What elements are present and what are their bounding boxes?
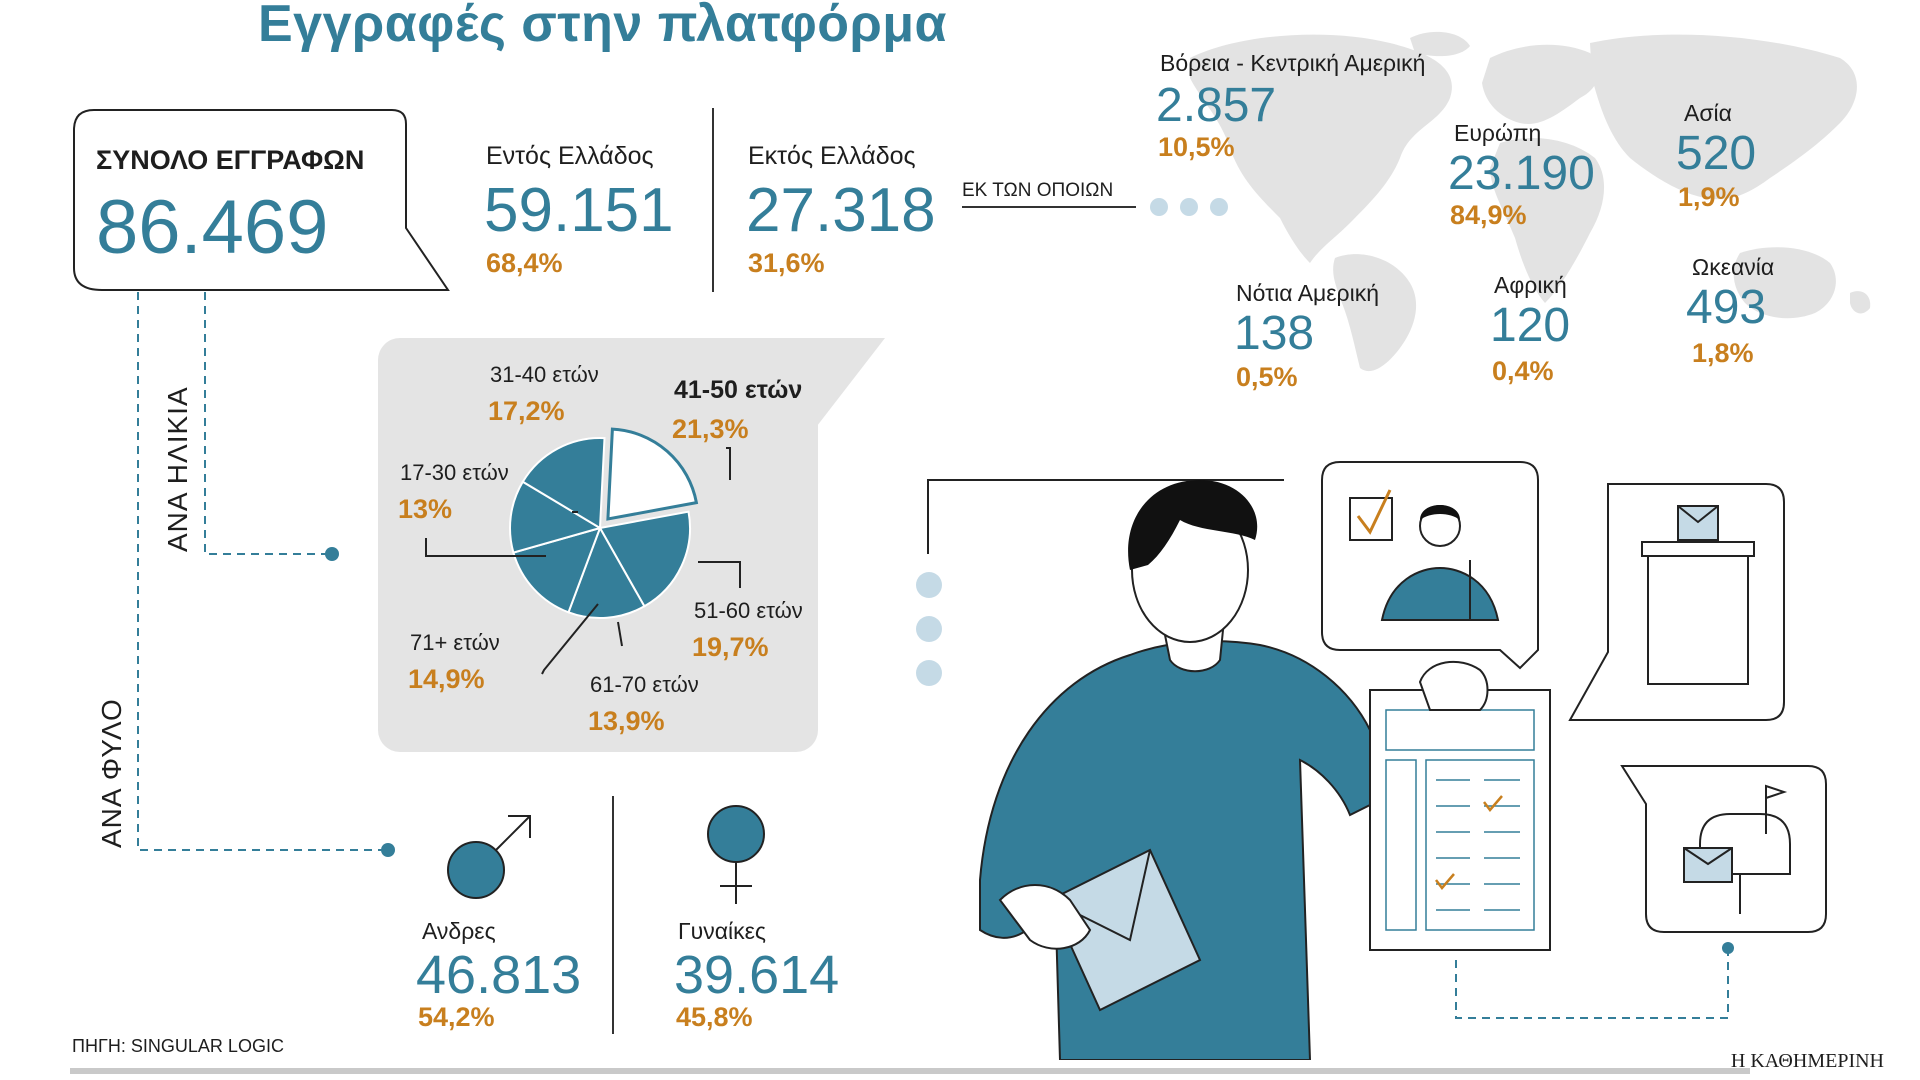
pie-pct-41-50: 21,3%	[672, 414, 749, 444]
pie-slice-4150	[606, 427, 699, 521]
map-south-america	[1333, 254, 1417, 372]
map-europe	[1482, 44, 1599, 124]
region-pct-africa: 0,4%	[1492, 356, 1554, 386]
pie-slice-1730	[509, 480, 603, 554]
abroad-label: Εκτός Ελλάδος	[748, 142, 916, 170]
illustration-dot-1	[916, 572, 942, 598]
region-name-europe: Ευρώπη	[1454, 120, 1542, 146]
bottom-rule	[70, 1068, 1750, 1074]
men-pct: 54,2%	[418, 1002, 495, 1032]
age-pie-chart	[425, 427, 741, 675]
pie-slice-3140	[521, 437, 606, 530]
mailbox-connector	[1455, 942, 1734, 1019]
voter-illustration	[927, 479, 1551, 1060]
men-value: 46.813	[416, 945, 582, 1005]
of-which-label: ΕΚ ΤΩΝ ΟΠΟΙΩΝ	[962, 180, 1114, 201]
total-value: 86.469	[96, 185, 329, 270]
women-pct: 45,8%	[676, 1002, 753, 1032]
region-name-asia: Ασία	[1684, 100, 1732, 126]
total-bubble	[73, 109, 450, 291]
region-value-europe: 23.190	[1448, 147, 1595, 200]
connector-lines	[137, 292, 395, 857]
publisher-logo: Η ΚΑΘΗΜΕΡΙΝΗ	[1730, 1050, 1884, 1072]
total-label: ΣΥΝΟΛΟ ΕΓΓΡΑΦΩΝ	[96, 145, 365, 175]
candidate-bubble-icon	[1321, 461, 1539, 670]
map-asia	[1590, 34, 1857, 200]
region-name-africa: Αφρική	[1494, 272, 1567, 298]
map-dot-1	[1150, 198, 1168, 216]
pie-label-61-70: 61-70 ετών	[590, 672, 699, 697]
region-value-south-america: 138	[1234, 307, 1315, 360]
age-side-label: ΑΝΑ ΗΛΙΚΙΑ	[162, 386, 193, 552]
men-label: Ανδρες	[422, 918, 496, 944]
region-name-south-america: Νότια Αμερική	[1236, 280, 1380, 306]
map-north-america	[1190, 34, 1452, 263]
region-value-oceania: 493	[1686, 281, 1767, 334]
illustration-dot-2	[916, 616, 942, 642]
pie-label-17-30: 17-30 ετών	[400, 460, 509, 485]
region-name-north-america: Βόρεια - Κεντρική Αμερική	[1160, 50, 1426, 76]
region-value-asia: 520	[1676, 127, 1757, 180]
region-value-africa: 120	[1490, 299, 1571, 352]
map-oceania	[1733, 247, 1836, 319]
map-africa	[1490, 138, 1605, 303]
pie-pct-71plus: 14,9%	[408, 664, 485, 694]
pie-pct-31-40: 17,2%	[488, 396, 565, 426]
region-pct-asia: 1,9%	[1678, 182, 1740, 212]
pie-pct-17-30: 13%	[398, 494, 453, 524]
region-value-north-america: 2.857	[1156, 79, 1277, 132]
gender-side-label: ΑΝΑ ΦΥΛΟ	[96, 698, 127, 848]
divider-domestic-abroad	[712, 108, 714, 292]
mailbox-bubble-icon	[1620, 765, 1827, 933]
abroad-value: 27.318	[746, 176, 936, 245]
domestic-pct: 68,4%	[486, 248, 563, 278]
pie-label-31-40: 31-40 ετών	[490, 362, 599, 387]
region-pct-oceania: 1,8%	[1692, 338, 1754, 368]
world-map-background	[1190, 31, 1871, 372]
age-card-tail	[760, 338, 885, 448]
pie-label-71plus: 71+ ετών	[410, 630, 500, 655]
of-which-line	[962, 206, 1136, 208]
ballot-box-bubble-icon	[1568, 483, 1785, 721]
region-pct-north-america: 10,5%	[1158, 132, 1235, 162]
map-dot-2	[1180, 198, 1198, 216]
pie-slice-6170	[567, 525, 646, 619]
pie-pct-51-60: 19,7%	[692, 632, 769, 662]
pie-pct-61-70: 13,9%	[588, 706, 665, 736]
source-note: ΠΗΓΗ: SINGULAR LOGIC	[72, 1036, 284, 1056]
page-title: Εγγραφές στην πλατφόρμα	[258, 0, 948, 53]
female-symbol-icon	[707, 805, 765, 904]
pie-label-51-60: 51-60 ετών	[694, 598, 803, 623]
domestic-label: Εντός Ελλάδος	[486, 142, 654, 170]
illustration-dot-3	[916, 660, 942, 686]
region-pct-europe: 84,9%	[1450, 200, 1527, 230]
women-value: 39.614	[674, 945, 840, 1005]
pie-label-41-50: 41-50 ετών	[674, 376, 803, 404]
region-name-oceania: Ωκεανία	[1692, 254, 1775, 280]
pie-slice-5160	[598, 510, 691, 608]
abroad-pct: 31,6%	[748, 248, 825, 278]
domestic-value: 59.151	[484, 176, 674, 245]
male-symbol-icon	[447, 815, 531, 899]
map-dot-3	[1210, 198, 1228, 216]
women-label: Γυναίκες	[678, 918, 766, 944]
divider-gender	[612, 796, 614, 1034]
region-pct-south-america: 0,5%	[1236, 362, 1298, 392]
